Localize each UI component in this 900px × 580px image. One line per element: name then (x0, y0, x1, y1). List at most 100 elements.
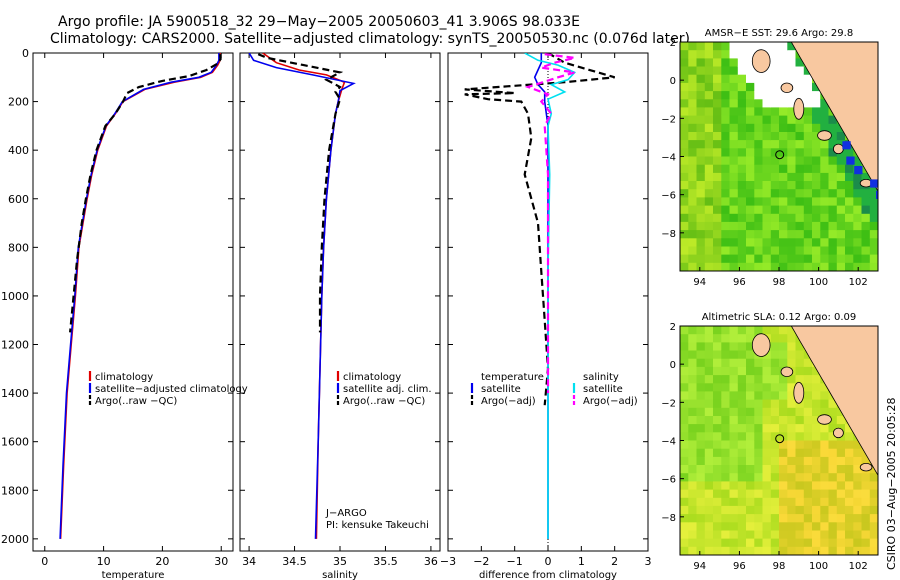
map-cell (713, 172, 722, 182)
map-cell (787, 115, 797, 125)
map-cell (770, 197, 780, 207)
map-cell (795, 456, 805, 466)
map-cell (754, 213, 764, 223)
map-cell (713, 546, 722, 555)
series-line-difference-1 (464, 53, 616, 406)
map-cell (754, 205, 764, 215)
map-cell (787, 156, 797, 166)
map-cell (770, 358, 780, 368)
legend-entry: Argo(..raw −QC) (95, 396, 177, 407)
map-cell (812, 140, 821, 149)
map-cell (869, 189, 878, 198)
map-cell (853, 456, 863, 466)
map-cell (820, 213, 830, 223)
map-cell (721, 238, 731, 247)
map-cell (721, 172, 731, 182)
map-cell (803, 497, 813, 507)
map-cell (721, 148, 731, 157)
map-cell (787, 424, 797, 433)
map-cell (746, 465, 755, 474)
map-cell (704, 132, 714, 141)
map-cell (795, 497, 805, 507)
map-cell (713, 350, 722, 360)
map-cell (680, 107, 689, 117)
map-cell (737, 350, 747, 360)
map-cell (729, 91, 739, 100)
map-cell (770, 66, 780, 76)
map-cell (770, 448, 780, 458)
map-cell (746, 148, 755, 157)
map-cell (869, 246, 878, 256)
map-cell (746, 58, 755, 68)
x-tick-label: −1 (507, 555, 523, 568)
map-cell (853, 465, 863, 474)
map-cell (737, 391, 747, 401)
map-cell (688, 530, 698, 540)
map-cell (704, 238, 714, 247)
map-cell (812, 254, 821, 264)
map-cell (853, 514, 863, 523)
map-cell (737, 383, 747, 392)
map-cell (721, 366, 731, 376)
map-cell (746, 497, 755, 507)
map-cell (836, 489, 846, 499)
map-cell (737, 238, 747, 247)
map-cell (704, 358, 714, 368)
map-cell (845, 246, 854, 256)
map-cell (836, 456, 846, 466)
map-cell (704, 115, 714, 125)
map-cell (754, 440, 764, 450)
map-cell (721, 58, 731, 68)
map-cell (721, 82, 731, 92)
map-cell (713, 497, 722, 507)
map-cell (770, 424, 780, 433)
map-cell (853, 238, 863, 247)
map-cell (795, 221, 805, 231)
map-y-tick-label: −2 (661, 398, 676, 409)
map-cell (795, 205, 805, 215)
map-cell (861, 489, 871, 499)
map-cell (737, 375, 747, 384)
map-cell (737, 66, 747, 76)
map-cell (812, 456, 821, 466)
map-cell (754, 221, 764, 231)
island (859, 463, 873, 472)
map-cell (729, 205, 739, 215)
map-cell (762, 432, 772, 441)
map-cell (853, 505, 863, 515)
map-cell (704, 448, 714, 458)
map-cell (746, 489, 755, 499)
map-cell (795, 213, 805, 223)
map-cell (754, 326, 764, 335)
map-cell (729, 358, 739, 368)
map-cell (762, 546, 772, 555)
map-cell (762, 74, 772, 84)
map-cell (836, 221, 846, 231)
map-cell (779, 481, 788, 491)
map-cell (787, 375, 797, 384)
map-cell (779, 164, 788, 174)
map-x-tick-label: 102 (849, 561, 868, 572)
map-cell (680, 189, 689, 198)
map-cell (779, 74, 788, 84)
map-cell (721, 383, 731, 392)
x-tick-label: 36 (424, 555, 438, 568)
map-cell (737, 326, 747, 335)
map-cell (853, 221, 863, 231)
map-cell (861, 456, 871, 466)
map-cell (680, 424, 689, 433)
map-cell (713, 50, 722, 59)
map-cell (836, 538, 846, 548)
map-cell (787, 416, 797, 425)
map-cell (754, 148, 764, 157)
map-cell (762, 148, 772, 157)
map-cell (820, 440, 830, 450)
map-cell (680, 481, 689, 491)
map-cell (680, 440, 689, 450)
legend-entry: Argo(..raw −QC) (343, 396, 425, 407)
map-cell (688, 538, 698, 548)
map-cell (812, 148, 821, 157)
map-cell (746, 358, 755, 368)
y-tick-label: 0 (22, 47, 29, 60)
